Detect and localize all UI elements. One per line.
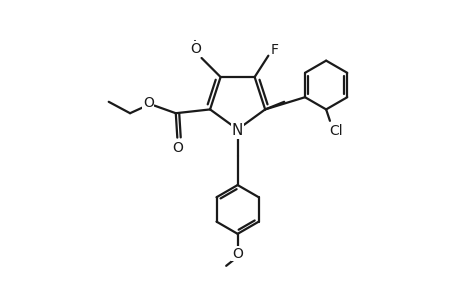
Text: O: O bbox=[232, 247, 242, 261]
Text: O: O bbox=[172, 141, 182, 155]
Text: O: O bbox=[190, 42, 201, 56]
Text: O: O bbox=[143, 96, 153, 110]
Text: N: N bbox=[231, 123, 243, 138]
Text: Cl: Cl bbox=[329, 124, 342, 138]
Text: F: F bbox=[270, 43, 278, 57]
